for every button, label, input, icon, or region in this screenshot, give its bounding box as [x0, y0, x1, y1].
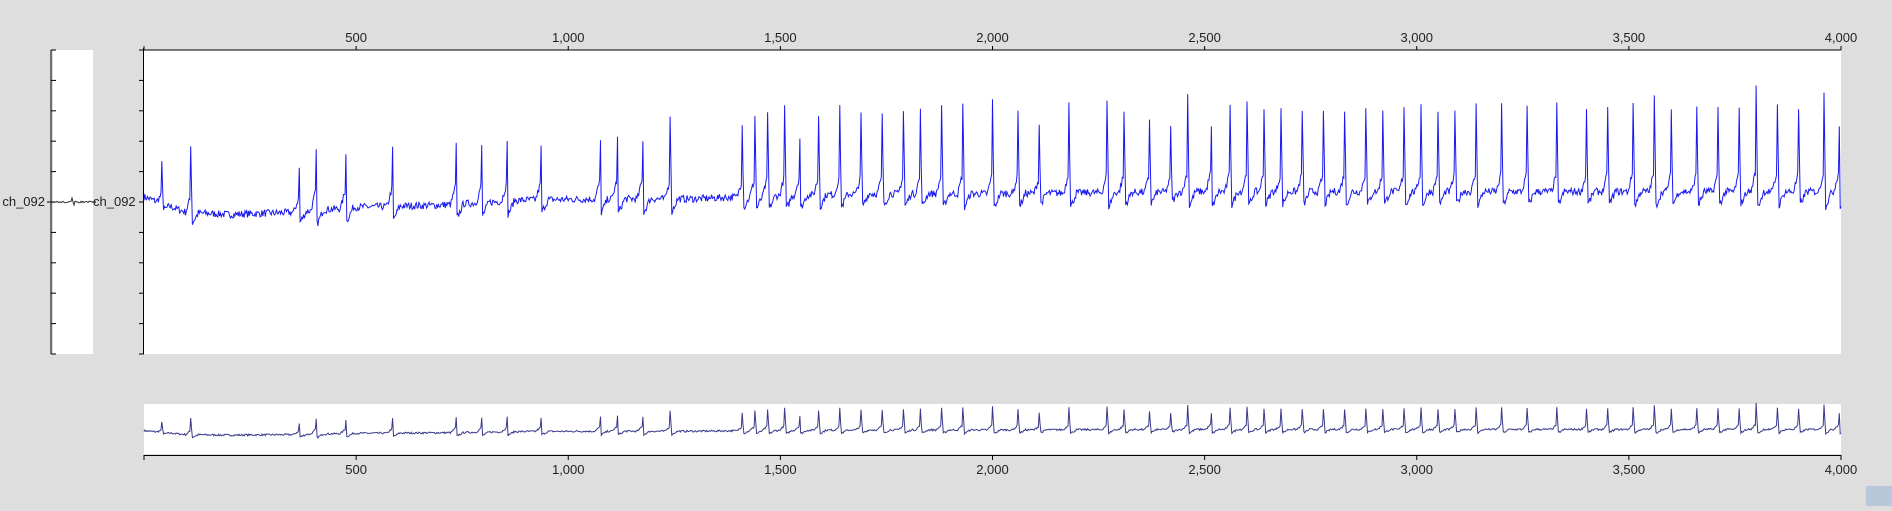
channel-label-left: ch_092 — [2, 194, 45, 209]
x-bottom-tick-label: 3,500 — [1613, 462, 1646, 477]
x-bottom-tick-label: 500 — [345, 462, 367, 477]
x-top-tick-label: 1,500 — [764, 30, 797, 45]
x-bottom-tick-label: 4,000 — [1825, 462, 1858, 477]
x-top-tick-label: 1,000 — [552, 30, 585, 45]
x-bottom-tick-label: 1,000 — [552, 462, 585, 477]
thumbnail-trace — [52, 196, 93, 207]
x-top-tick-label: 4,000 — [1825, 30, 1858, 45]
x-top-tick-label: 500 — [345, 30, 367, 45]
main-trace-group — [143, 85, 1842, 226]
main-y-ticks — [139, 49, 144, 355]
overview-series-line — [143, 402, 1842, 439]
x-top-tick-label: 3,500 — [1613, 30, 1646, 45]
thumbnail-ticks — [51, 49, 56, 355]
main-plot[interactable]: 500 1,000 1,500 2,000 2,500 3,000 3,500 4,000 — [139, 30, 1858, 355]
main-plot-background — [144, 50, 1841, 354]
x-bottom-tick-label: 2,000 — [976, 462, 1009, 477]
series-line — [143, 85, 1842, 226]
overview-trace-group — [143, 402, 1842, 439]
x-bottom-tick-label: 3,000 — [1400, 462, 1433, 477]
x-bottom-tick-label: 2,500 — [1188, 462, 1221, 477]
x-bottom-tick-label: 1,500 — [764, 462, 797, 477]
overview-x-ticks: 500 1,000 1,500 2,000 2,500 3,000 3,500 4,000 — [143, 455, 1858, 477]
x-top-tick-label: 3,000 — [1400, 30, 1433, 45]
resize-handle[interactable] — [1866, 486, 1892, 506]
channel-thumbnail[interactable]: ch_092 ch_092 — [2, 49, 136, 355]
x-top-tick-label: 2,500 — [1188, 30, 1221, 45]
overview-strip[interactable]: 500 1,000 1,500 2,000 2,500 3,000 3,500 4,000 — [143, 402, 1858, 477]
channel-label-right: ch_092 — [93, 194, 136, 209]
x-top-tick-label: 2,000 — [976, 30, 1009, 45]
main-x-ticks: 500 1,000 1,500 2,000 2,500 3,000 3,500 4,000 — [143, 30, 1858, 50]
